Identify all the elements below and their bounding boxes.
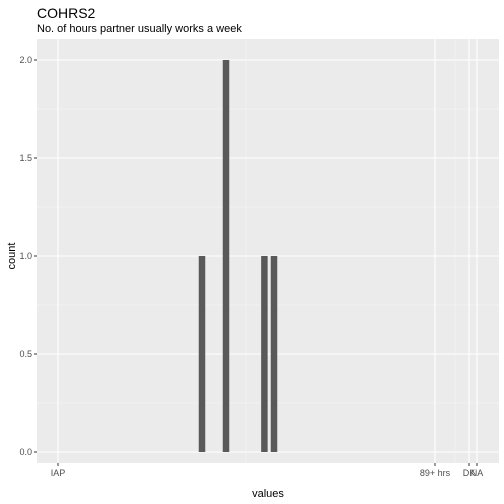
histogram-bar <box>270 256 278 452</box>
chart-subtitle: No. of hours partner usually works a wee… <box>37 23 242 35</box>
y-tick-label: 1.0 <box>19 251 32 261</box>
y-tick-label: 0.0 <box>19 447 32 457</box>
y-tick-label: 2.0 <box>19 55 32 65</box>
histogram-bar <box>198 256 206 452</box>
y-tick-label: 1.5 <box>19 153 32 163</box>
y-axis-ticks: 0.0 0.5 1.0 1.5 2.0 <box>19 55 37 457</box>
y-axis-title: count <box>6 243 18 270</box>
x-axis-title: values <box>252 488 284 500</box>
bars-group <box>198 60 278 452</box>
histogram-bar <box>222 60 230 452</box>
plot-panel <box>37 39 499 463</box>
chart-title: COHRS2 <box>37 5 96 21</box>
grid-lines <box>37 39 499 463</box>
x-tick-label: DK <box>463 468 476 478</box>
histogram-bar <box>261 256 268 452</box>
x-tick-label: NA <box>471 468 484 478</box>
y-tick-label: 0.5 <box>19 349 32 359</box>
x-tick-label: 89+ hrs <box>420 468 451 478</box>
x-tick-label: IAP <box>51 468 66 478</box>
